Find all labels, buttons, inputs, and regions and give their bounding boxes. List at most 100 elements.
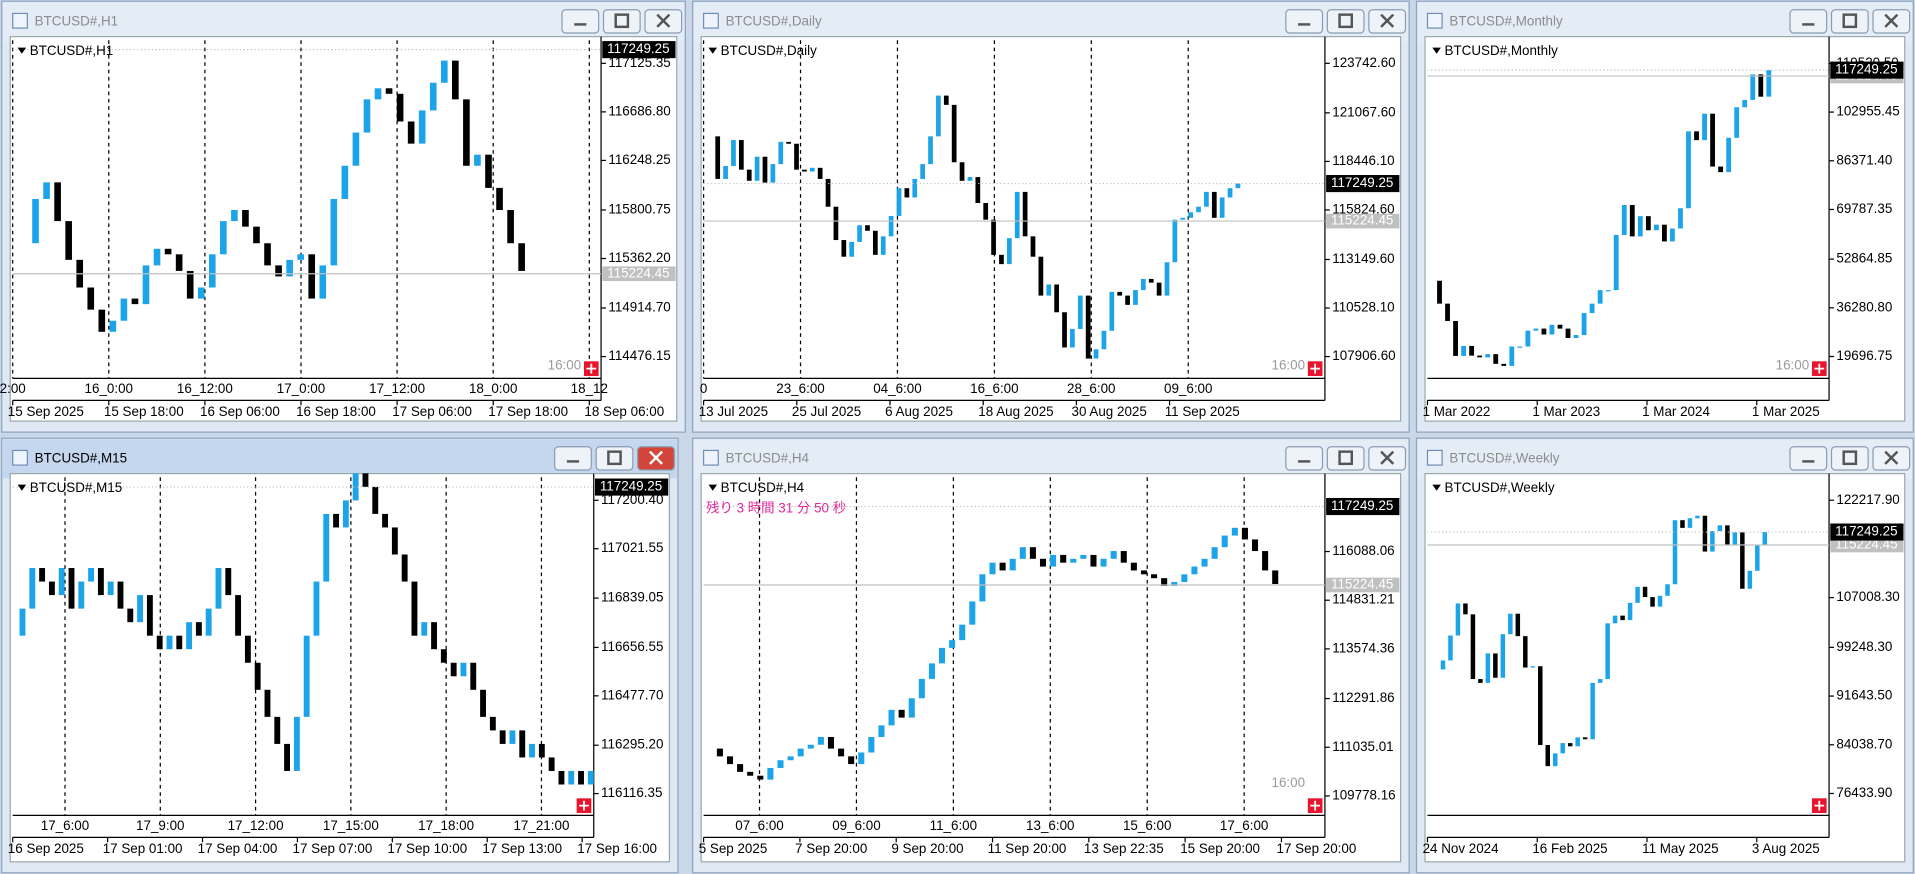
candle: [1582, 737, 1588, 740]
price-tick-label: 113149.60: [1332, 251, 1394, 266]
maximize-button[interactable]: [595, 446, 634, 471]
dropdown-icon[interactable]: [708, 484, 718, 491]
last-price-label: 117249.25: [1331, 175, 1393, 190]
icon: [1338, 13, 1353, 29]
minimize-button[interactable]: [561, 9, 600, 34]
candle: [429, 82, 437, 111]
icon: [1884, 13, 1899, 28]
candle: [117, 581, 124, 609]
candle: [1038, 256, 1044, 296]
candle: [146, 595, 153, 636]
candle: [1030, 236, 1036, 257]
candle: [548, 757, 555, 771]
dropdown-icon[interactable]: [1432, 47, 1441, 54]
candle: [1523, 636, 1528, 668]
ref-price-tag: [602, 266, 676, 282]
candle: [120, 298, 128, 321]
price-tick-label: 109778.16: [1332, 787, 1395, 802]
candle: [1605, 623, 1610, 680]
dropdown-icon[interactable]: [17, 47, 27, 54]
maximize-button[interactable]: [1830, 446, 1869, 471]
candle: [1231, 527, 1238, 536]
candle: [1469, 345, 1475, 356]
candle: [807, 744, 814, 749]
candle: [1573, 335, 1579, 338]
add-icon: [1814, 800, 1825, 811]
price-tick-label: 123742.60: [1332, 55, 1395, 70]
icon: [649, 450, 663, 465]
ref-price-label: 115224.45: [1331, 213, 1393, 228]
symbol-label: BTCUSD#,H4: [721, 480, 805, 495]
candle: [1762, 532, 1768, 545]
candle: [827, 736, 835, 749]
candle: [1538, 666, 1543, 746]
time-label: 17 Sep 20:00: [1277, 841, 1357, 856]
candle: [754, 156, 760, 181]
time-label: 3 Aug 2025: [1752, 841, 1820, 856]
period-label: 23_6:00: [776, 381, 824, 396]
candle: [78, 581, 85, 609]
candle: [865, 225, 870, 231]
minimize-button[interactable]: [1285, 9, 1324, 34]
candle: [1605, 290, 1611, 292]
price-tick-label: 117125.35: [608, 55, 670, 70]
window-title: BTCUSD#,Daily: [726, 14, 822, 29]
maximize-button[interactable]: [1326, 9, 1365, 34]
candle: [1109, 291, 1115, 331]
period-label: 04_6:00: [873, 381, 921, 396]
dropdown-icon[interactable]: [17, 484, 27, 491]
candle: [777, 760, 784, 768]
price-tick-label: 115362.20: [608, 250, 670, 265]
candle: [1629, 205, 1635, 237]
candle: [723, 165, 728, 179]
period-label: 17_6:00: [41, 818, 89, 833]
candle: [463, 99, 470, 166]
candle: [809, 167, 815, 172]
ref-price-tag: [1830, 537, 1904, 553]
last-price-label: 117249.25: [1835, 62, 1897, 77]
period-label: 09_6:00: [832, 818, 880, 833]
candle: [1125, 295, 1130, 305]
candle: [1501, 363, 1507, 366]
candle: [1485, 653, 1491, 683]
candle: [1117, 291, 1123, 296]
candle: [1565, 328, 1571, 338]
candle: [1766, 70, 1772, 97]
minimize-button[interactable]: [554, 446, 592, 471]
window-title: BTCUSD#,H4: [726, 451, 810, 466]
candle: [999, 562, 1006, 571]
candle: [352, 132, 360, 166]
minimize-button[interactable]: [1285, 446, 1324, 471]
candle: [509, 730, 516, 744]
minimize-button[interactable]: [1789, 446, 1828, 471]
candle: [68, 568, 75, 609]
maximize-button[interactable]: [1326, 446, 1365, 471]
candle: [1009, 558, 1016, 571]
countdown-label: 16:00: [1272, 358, 1306, 373]
candle: [794, 143, 799, 170]
candle: [838, 748, 845, 757]
candle: [1219, 197, 1225, 218]
period-label: 16_6:00: [970, 381, 1018, 396]
maximize-button[interactable]: [602, 9, 641, 34]
price-tick-label: 118446.10: [1332, 153, 1394, 168]
candle: [857, 225, 862, 242]
maximize-button[interactable]: [1830, 9, 1869, 34]
period-label: 17_6:00: [1220, 818, 1268, 833]
minimize-button[interactable]: [1789, 9, 1828, 34]
period-label: 17_18:00: [418, 818, 474, 833]
candle: [264, 689, 271, 717]
candle: [1478, 679, 1483, 683]
candle: [888, 709, 895, 726]
period-label: 16_12:00: [177, 381, 233, 396]
candle: [274, 716, 281, 744]
dropdown-icon[interactable]: [1432, 484, 1441, 491]
time-label: 25 Jul 2025: [792, 404, 861, 419]
candle: [920, 164, 926, 179]
candle: [313, 581, 320, 636]
candle: [1508, 613, 1513, 635]
candle: [538, 743, 545, 758]
dropdown-icon[interactable]: [708, 47, 718, 54]
candle: [786, 141, 792, 144]
candle: [1455, 603, 1461, 636]
